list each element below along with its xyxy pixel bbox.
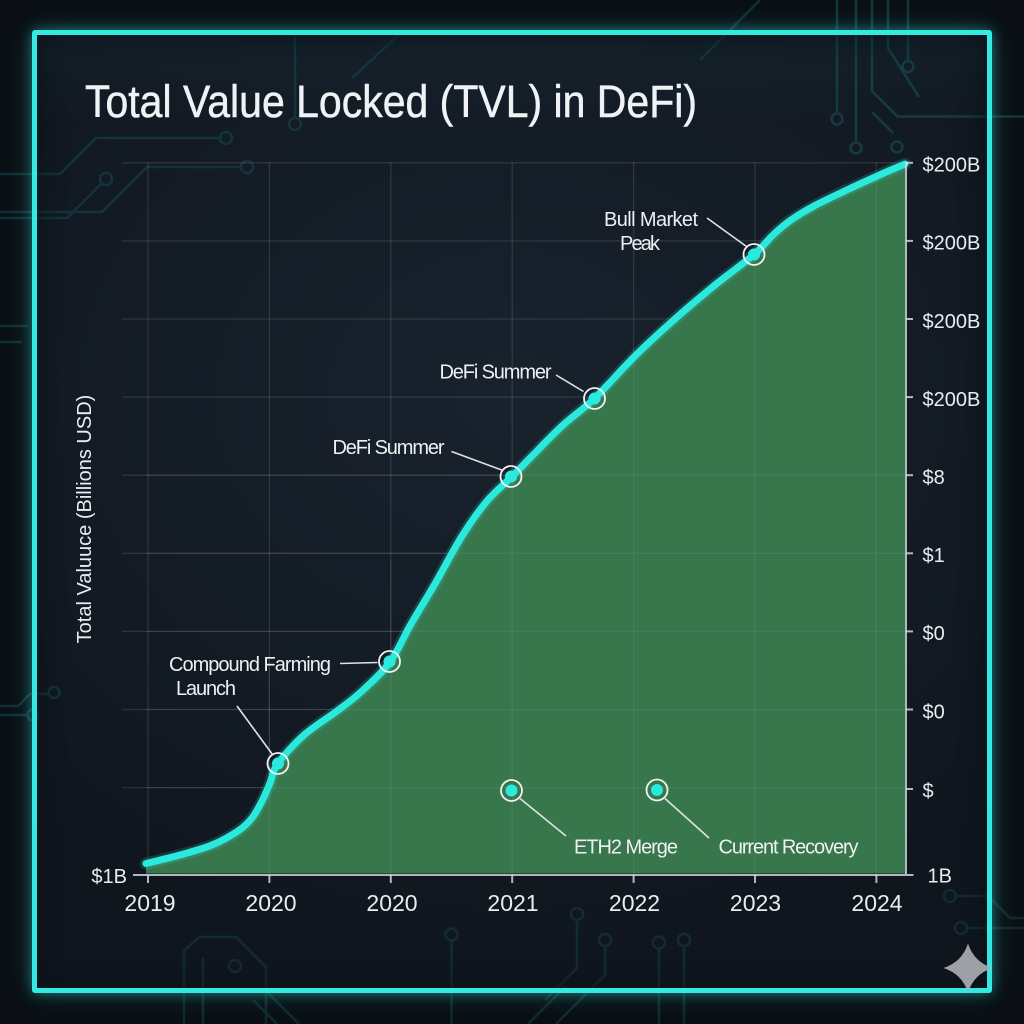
svg-text:2021: 2021 xyxy=(487,890,538,916)
svg-text:DeFi Summer: DeFi Summer xyxy=(333,437,445,459)
svg-text:Peak: Peak xyxy=(620,233,661,255)
svg-text:Total Value Locked (TVL) in De: Total Value Locked (TVL) in DeFi) xyxy=(85,76,697,127)
svg-text:$: $ xyxy=(923,781,934,803)
svg-text:$1: $1 xyxy=(923,545,945,567)
svg-text:$0: $0 xyxy=(923,623,945,645)
svg-text:$8: $8 xyxy=(923,467,945,489)
svg-text:2023: 2023 xyxy=(730,890,781,916)
svg-text:Current Recovery: Current Recovery xyxy=(719,837,859,859)
svg-text:$200B: $200B xyxy=(923,155,981,177)
svg-text:2020: 2020 xyxy=(245,890,296,916)
svg-text:2022: 2022 xyxy=(609,890,660,916)
svg-text:Total Valuuce (Billions USD): Total Valuuce (Billions USD) xyxy=(74,395,96,644)
svg-text:DeFi Summer: DeFi Summer xyxy=(440,362,552,384)
svg-text:1B: 1B xyxy=(928,865,952,887)
svg-text:$1B: $1B xyxy=(91,866,127,888)
svg-text:$200B: $200B xyxy=(923,389,981,411)
svg-text:$200B: $200B xyxy=(923,311,981,333)
svg-text:$200B: $200B xyxy=(923,233,981,255)
svg-text:ETH2 Merge: ETH2 Merge xyxy=(574,837,678,859)
svg-text:Launch: Launch xyxy=(176,678,236,700)
svg-text:2019: 2019 xyxy=(124,890,175,916)
svg-text:$0: $0 xyxy=(923,701,945,723)
svg-text:2020: 2020 xyxy=(366,890,417,916)
svg-text:Compound Farming: Compound Farming xyxy=(169,654,331,676)
svg-text:2024: 2024 xyxy=(851,890,902,916)
svg-text:Bull Market: Bull Market xyxy=(604,209,698,231)
